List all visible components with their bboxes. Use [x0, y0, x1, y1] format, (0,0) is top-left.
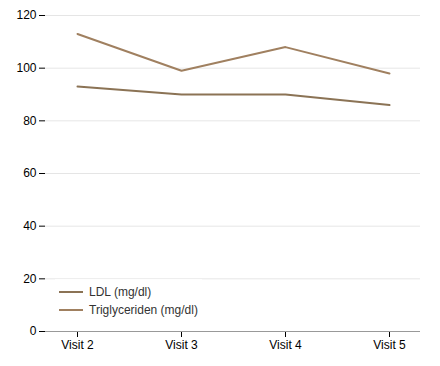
html-text:LDL (mg/dl): LDL (mg/dl) [89, 285, 152, 299]
svg-text:60: 60 [23, 166, 37, 180]
svg-text:Visit 2: Visit 2 [61, 338, 94, 352]
svg-text:20: 20 [23, 272, 37, 286]
svg-text:120: 120 [16, 8, 36, 22]
svg-text:Visit 4: Visit 4 [269, 338, 302, 352]
svg-text:80: 80 [23, 114, 37, 128]
svg-text:0: 0 [30, 324, 37, 338]
svg-text:Visit 3: Visit 3 [165, 338, 198, 352]
svg-text:40: 40 [23, 219, 37, 233]
svg-text:Visit 5: Visit 5 [373, 338, 406, 352]
svg-text:100: 100 [16, 61, 36, 75]
html-text:Triglyceriden (mg/dl): Triglyceriden (mg/dl) [89, 303, 198, 317]
